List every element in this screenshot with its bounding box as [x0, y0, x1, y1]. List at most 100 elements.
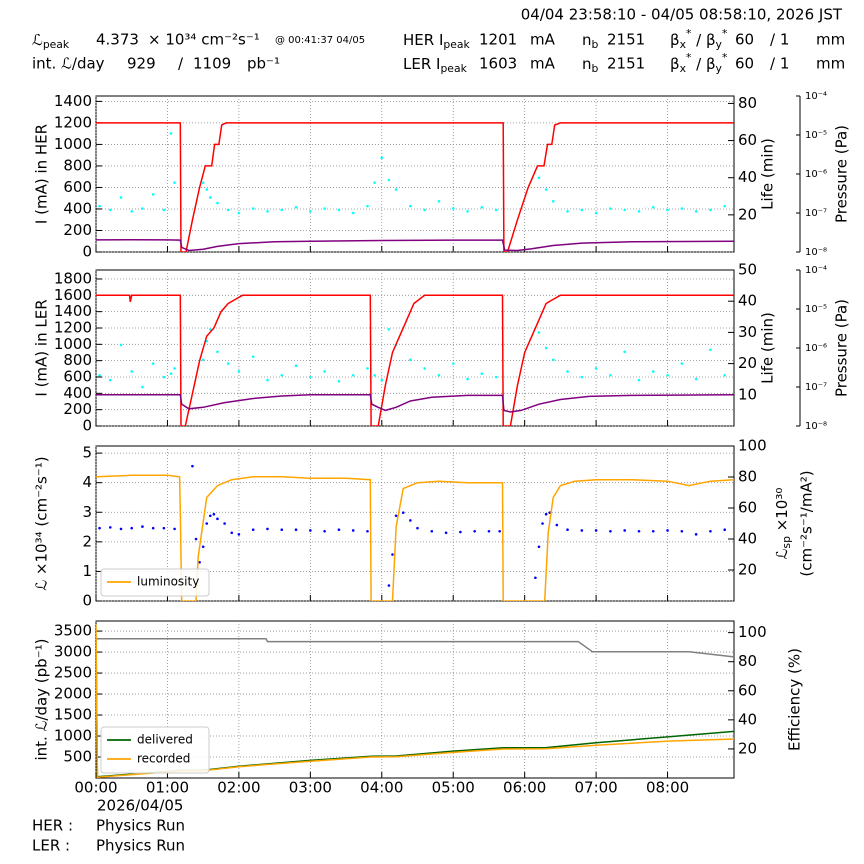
series-point: [151, 526, 155, 530]
series-point: [108, 208, 112, 212]
series-point: [537, 545, 541, 549]
y-tick-label: 600: [63, 367, 92, 385]
series-point: [266, 378, 269, 382]
header-item-part: ℒ: [32, 31, 43, 49]
series-point: [351, 373, 355, 377]
series-point: [380, 156, 384, 160]
series-point: [723, 373, 727, 377]
series-line: [96, 238, 734, 252]
header-item: mm: [816, 55, 845, 73]
series-point: [401, 511, 405, 514]
x-date-label: 2026/04/05: [97, 797, 183, 815]
series-point: [209, 328, 212, 331]
series-line: [96, 294, 734, 426]
y-tick-label: 0: [82, 592, 92, 610]
header-item-part: b: [592, 62, 599, 75]
header-item: 1109: [193, 55, 231, 73]
series-point: [323, 529, 326, 533]
y2-axis-label: Efficiency (%): [786, 648, 804, 751]
y-tick-label: 1400: [54, 92, 92, 110]
legend-label: luminosity: [137, 575, 199, 589]
y2-tick-label: 60: [738, 131, 757, 149]
series-line: [96, 122, 734, 252]
series-point: [666, 373, 669, 377]
header-item-part: LER I: [403, 55, 440, 73]
legend-label: delivered: [137, 733, 193, 747]
series-point: [280, 528, 284, 531]
legend-label: recorded: [137, 752, 190, 766]
series-point: [251, 207, 255, 210]
header-item: 60: [735, 55, 754, 73]
x-tick-label: 04:00: [360, 779, 403, 797]
series-point: [169, 372, 173, 375]
header-item: @ 00:41:37 04/05: [275, 35, 365, 46]
header-item: mA: [530, 55, 556, 73]
series-point: [623, 208, 626, 212]
series-point: [566, 528, 569, 531]
series-point: [294, 206, 298, 209]
y-tick-label: 400: [63, 384, 92, 402]
series-point: [294, 364, 298, 368]
series-point: [198, 560, 201, 564]
series-point: [694, 377, 698, 381]
y2-tick-label: 60: [738, 499, 757, 517]
y2-axis-label: Life (min): [759, 312, 777, 384]
y-tick-label: 200: [63, 400, 92, 418]
header-item-part: *: [722, 27, 728, 40]
series-line: [96, 474, 734, 601]
header-item-part: b: [592, 38, 599, 51]
series-point: [623, 529, 626, 532]
y-tick-label: 1000: [54, 727, 92, 745]
series-point: [266, 210, 269, 213]
series-point: [651, 529, 655, 533]
y2-tick-label: 80: [738, 652, 757, 670]
series-point: [366, 204, 369, 208]
y2-tick-label: 100: [738, 437, 767, 455]
series-point: [351, 211, 355, 215]
series-point: [537, 176, 541, 180]
series-point: [201, 181, 205, 184]
series-point: [387, 328, 391, 331]
series-point: [151, 362, 155, 365]
y-tick-label: 2500: [54, 664, 92, 682]
series-point: [473, 529, 476, 533]
header-item: mA: [530, 31, 556, 49]
series-point: [201, 358, 205, 362]
y-tick-label: 0: [82, 243, 92, 261]
series-point: [494, 208, 498, 212]
header-item-part: β: [670, 31, 680, 49]
series-point: [609, 373, 612, 377]
y-tick-label: 800: [63, 156, 92, 174]
y2-tick-label: 40: [738, 168, 757, 186]
series-point: [337, 528, 341, 531]
series-point: [494, 375, 498, 379]
y-axis-label: ℒ ×10³⁴ (cm⁻²s⁻¹): [33, 456, 51, 590]
y3-tick-label: 10⁻⁷: [805, 382, 827, 393]
series-point: [555, 523, 559, 527]
series-point: [723, 528, 727, 531]
series-point: [637, 529, 641, 533]
y-tick-label: 200: [63, 221, 92, 239]
header-item: nb: [582, 55, 599, 76]
series-point: [216, 201, 219, 205]
y2-axis-label-part: sp: [780, 536, 793, 549]
series-point: [216, 350, 219, 354]
series-point: [566, 210, 569, 213]
series-point: [459, 530, 462, 534]
header-item-part: n: [582, 31, 592, 49]
y3-tick-label: 10⁻⁴: [805, 91, 827, 102]
series-point: [466, 377, 469, 381]
header-item: 929: [127, 55, 156, 73]
x-tick-label: 02:00: [217, 779, 260, 797]
series-point: [394, 188, 398, 191]
y3-tick-label: 10⁻⁸: [805, 421, 827, 432]
series-point: [498, 529, 501, 533]
header-item: 4.373: [96, 31, 139, 49]
series-point: [237, 211, 241, 215]
y3-tick-label: 10⁻⁷: [805, 208, 827, 219]
header-item: HER Ipeak: [403, 31, 470, 52]
series-point: [108, 526, 112, 529]
y2-tick-label: 40: [738, 530, 757, 548]
beam-label: LER :: [32, 837, 70, 855]
